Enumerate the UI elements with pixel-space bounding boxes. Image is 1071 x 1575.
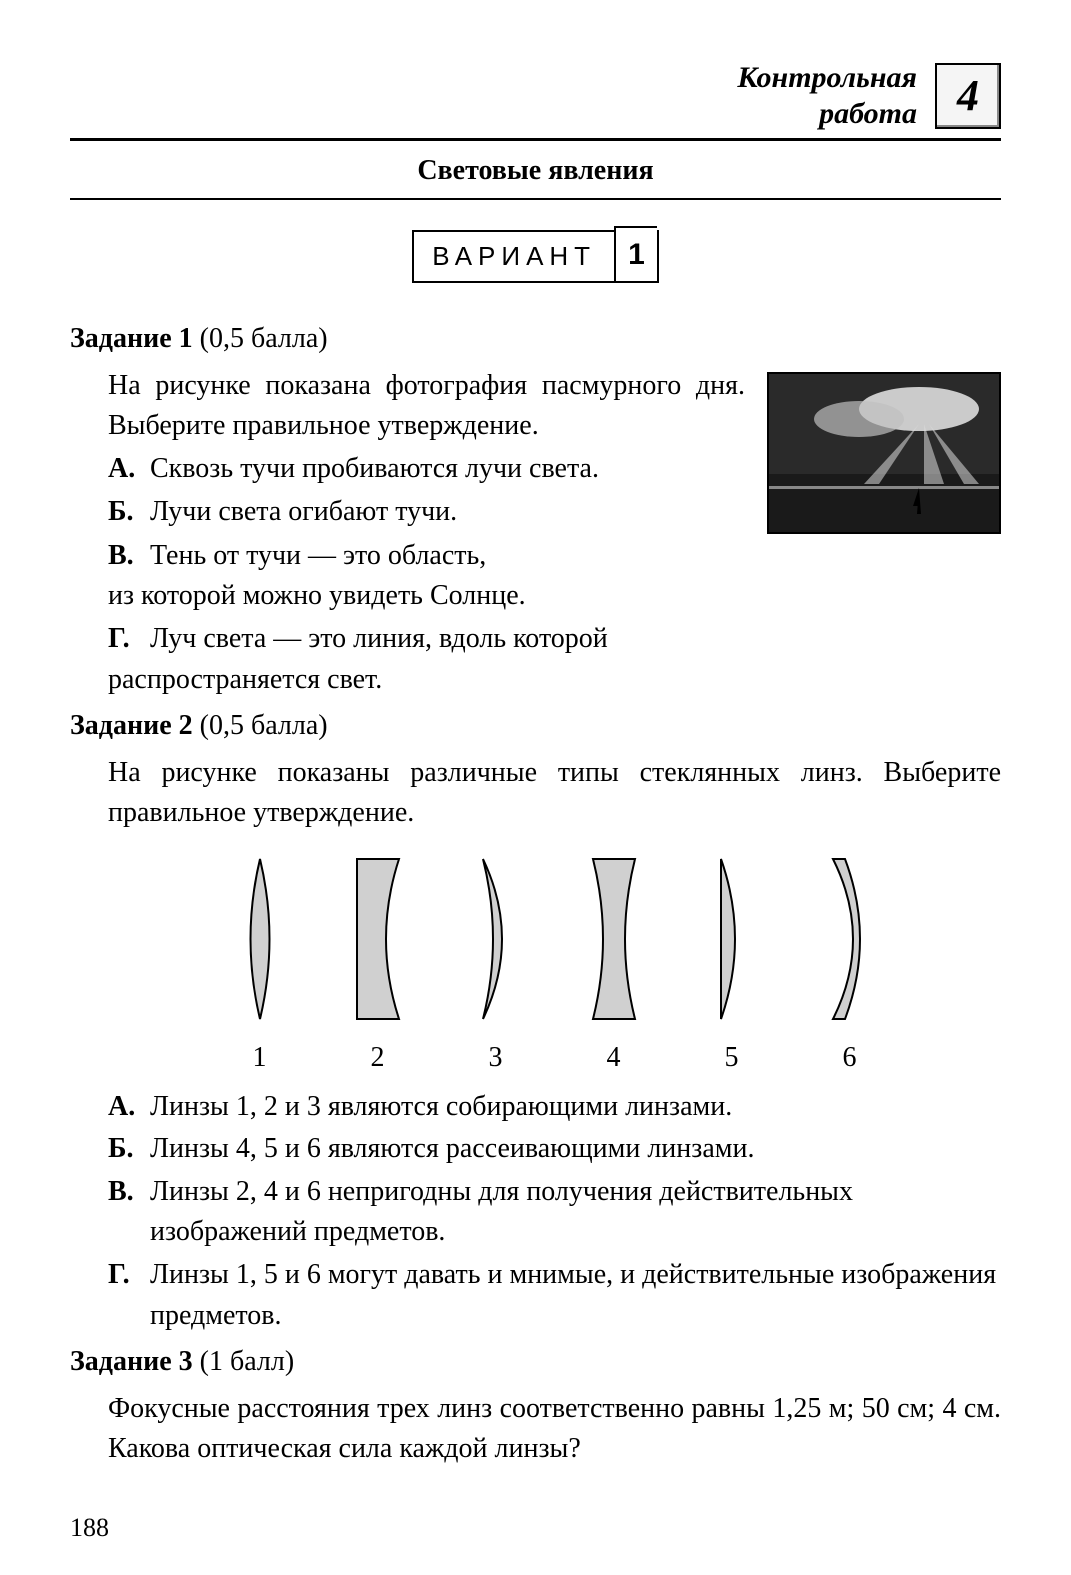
task3-text: Фокусные расстояния трех линз соответств… (108, 1393, 1001, 1465)
lens-meniscus-concave-icon (815, 854, 885, 1024)
task1-points: (0,5 балла) (200, 323, 328, 354)
task2-option-v: В. Линзы 2, 4 и 6 непригодны для получен… (108, 1172, 1001, 1253)
option-letter: Б. (108, 492, 150, 533)
header: Контрольная работа 4 (70, 60, 1001, 132)
task1-text-block: На рисунке показана фотография пасмурног… (108, 366, 745, 532)
option-letter: В. (108, 536, 150, 577)
task1-option-a: А. Сквозь тучи пробиваются лучи света. (108, 449, 745, 490)
variant-number: 1 (614, 226, 657, 282)
option-letter: А. (108, 449, 150, 490)
lens-5: 5 (697, 854, 767, 1079)
header-number-box: 4 (935, 63, 1001, 129)
task1-intro: На рисунке показана фотография пасмурног… (108, 366, 745, 447)
task3-body: Фокусные расстояния трех линз соответств… (70, 1389, 1001, 1470)
option-text: Тень от тучи — это область, (150, 536, 1001, 577)
lens-6: 6 (815, 854, 885, 1079)
lens-4: 4 (579, 854, 649, 1079)
divider-top (70, 138, 1001, 141)
lens-2: 2 (343, 854, 413, 1079)
option-text: Лучи света огибают тучи. (150, 492, 745, 533)
lens-label: 2 (371, 1038, 385, 1079)
divider-subtitle (70, 198, 1001, 200)
option-letter: Г. (108, 1255, 150, 1336)
lens-label: 4 (607, 1038, 621, 1079)
option-text: Сквозь тучи пробиваются лучи света. (150, 449, 745, 490)
task1-title: Задание 1 (0,5 балла) (70, 319, 1001, 360)
page: Контрольная работа 4 Световые явления ВА… (0, 0, 1071, 1575)
task1-heading: Задание 1 (70, 323, 193, 354)
lens-1: 1 (225, 854, 295, 1079)
option-letter: Б. (108, 1129, 150, 1170)
lens-label: 6 (843, 1038, 857, 1079)
variant-inner: ВАРИАНТ 1 (412, 230, 659, 284)
task3-heading: Задание 3 (70, 1346, 193, 1377)
lens-biconvex-icon (225, 854, 295, 1024)
task2-option-a: А. Линзы 1, 2 и 3 являются собирающими л… (108, 1087, 1001, 1128)
page-number: 188 (70, 1509, 109, 1547)
header-title: Контрольная работа (737, 60, 917, 132)
option-letter: В. (108, 1172, 150, 1253)
cloudy-photo-icon (769, 374, 999, 532)
task2-option-g: Г. Линзы 1, 5 и 6 могут давать и мнимые,… (108, 1255, 1001, 1336)
lens-3: 3 (461, 854, 531, 1079)
option-text: Линзы 4, 5 и 6 являются рассеивающими ли… (150, 1129, 1001, 1170)
task1-photo (767, 372, 1001, 534)
variant-box: ВАРИАНТ 1 (70, 230, 1001, 284)
lens-figure: 1 2 3 4 (108, 854, 1001, 1079)
subtitle: Световые явления (70, 151, 1001, 192)
option-text: Линзы 2, 4 и 6 непригодны для получения … (150, 1172, 1001, 1253)
task1-option-g: Г. Луч света — это линия, вдоль которой (108, 619, 1001, 660)
option-letter: А. (108, 1087, 150, 1128)
task1-wrap: На рисунке показана фотография пасмурног… (108, 366, 1001, 534)
task3-points: (1 балл) (200, 1346, 295, 1377)
task1-option-v: В. Тень от тучи — это область, (108, 536, 1001, 577)
option-text: Луч света — это линия, вдоль которой (150, 619, 1001, 660)
task1-option-g-cont: распространяется свет. (108, 660, 1001, 701)
lens-label: 1 (253, 1038, 267, 1079)
lens-biconcave-icon (579, 854, 649, 1024)
header-title-line1: Контрольная (737, 61, 917, 94)
task1-option-v-cont: из которой можно увидеть Солнце. (108, 576, 1001, 617)
header-title-line2: работа (819, 97, 917, 130)
task2-body: На рисунке показаны различные типы стекл… (70, 753, 1001, 1336)
task2-option-b: Б. Линзы 4, 5 и 6 являются рассеивающими… (108, 1129, 1001, 1170)
lens-label: 3 (489, 1038, 503, 1079)
option-letter: Г. (108, 619, 150, 660)
option-text: Линзы 1, 5 и 6 могут давать и мнимые, и … (150, 1255, 1001, 1336)
header-number: 4 (957, 64, 979, 128)
variant-label: ВАРИАНТ (414, 232, 614, 282)
task3-title: Задание 3 (1 балл) (70, 1342, 1001, 1383)
task2-heading: Задание 2 (70, 710, 193, 741)
lens-meniscus-convex-icon (461, 854, 531, 1024)
lens-plano-convex-icon (697, 854, 767, 1024)
task1-option-b: Б. Лучи света огибают тучи. (108, 492, 745, 533)
option-text: Линзы 1, 2 и 3 являются собирающими линз… (150, 1087, 1001, 1128)
task2-intro: На рисунке показаны различные типы стекл… (108, 753, 1001, 834)
task2-title: Задание 2 (0,5 балла) (70, 706, 1001, 747)
lens-plano-concave-icon (343, 854, 413, 1024)
task2-points: (0,5 балла) (200, 710, 328, 741)
lens-label: 5 (725, 1038, 739, 1079)
task1-body: На рисунке показана фотография пасмурног… (70, 366, 1001, 700)
